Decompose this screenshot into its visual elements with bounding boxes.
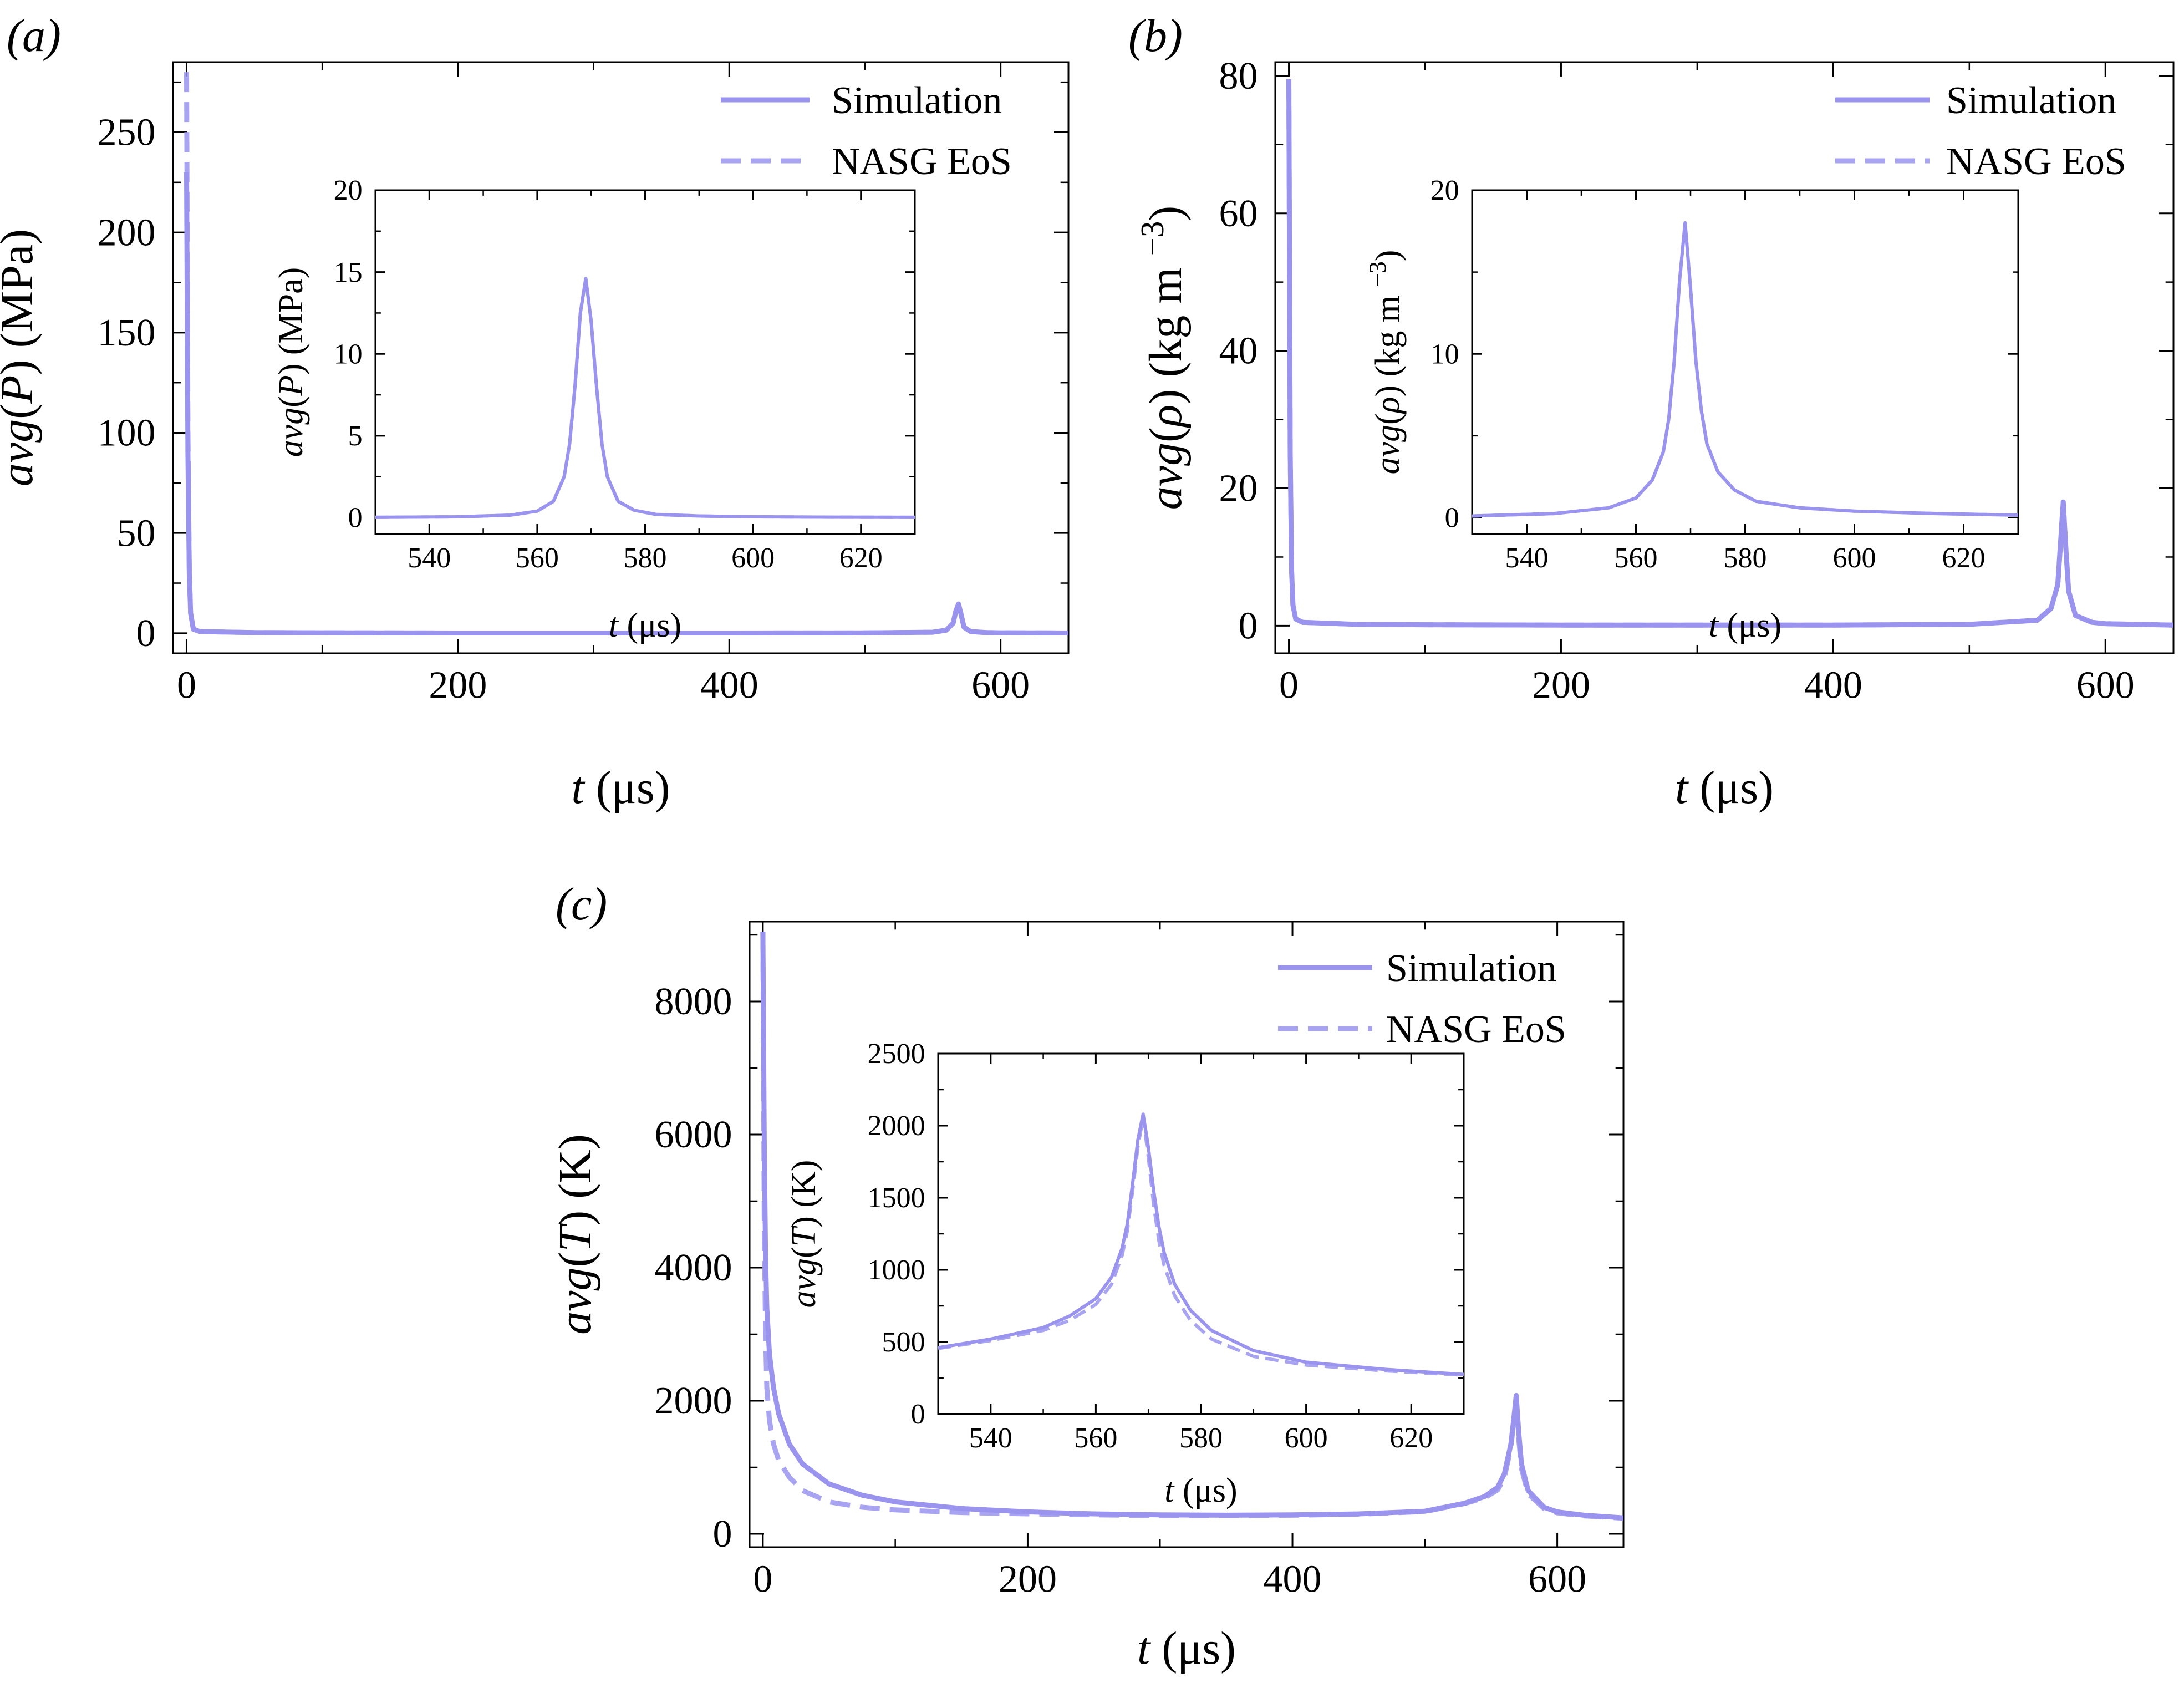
inset-c-series-nasg-line (938, 1115, 1464, 1377)
inset-ytick-label: 0 (1445, 502, 1459, 534)
main-xtick-label: 0 (1279, 664, 1299, 707)
main-ytick-label: 0 (1239, 605, 1258, 648)
main-ytick-label: 20 (1219, 467, 1258, 510)
legend-label: NASG EoS (1946, 140, 2126, 183)
main-y-axis-label: avg(T) (K) (549, 1134, 601, 1335)
main-ytick-label: 6000 (655, 1113, 732, 1156)
main-xtick-label: 0 (177, 664, 196, 707)
inset-xtick-label: 540 (1505, 542, 1549, 574)
inset-xtick-label: 540 (408, 542, 451, 574)
legend-label: NASG EoS (832, 140, 1012, 183)
legend-label: Simulation (1946, 79, 2116, 122)
main-xtick-label: 400 (1264, 1558, 1322, 1601)
main-ytick-label: 2000 (655, 1380, 732, 1422)
inset-xtick-label: 600 (731, 542, 775, 574)
inset-ytick-label: 2000 (868, 1110, 925, 1142)
inset-ytick-label: 15 (334, 257, 363, 288)
main-a-series-nasg-line (184, 72, 1068, 635)
inset-xtick-label: 560 (1074, 1422, 1117, 1454)
panel-label: (a) (7, 10, 61, 62)
panel-label: (b) (1128, 10, 1183, 62)
main-ytick-label: 0 (713, 1513, 732, 1555)
inset-x-axis-label: t (μs) (1164, 1472, 1237, 1509)
legend-label: NASG EoS (1386, 1008, 1566, 1051)
main-ytick-label: 40 (1219, 330, 1258, 373)
main-b-series-nasg-line (1286, 79, 2173, 628)
inset-background (938, 1054, 1464, 1414)
inset-ytick-label: 1000 (868, 1254, 925, 1286)
inset-xtick-label: 540 (969, 1422, 1012, 1454)
inset-xtick-label: 560 (1615, 542, 1658, 574)
main-ytick-label: 4000 (655, 1247, 732, 1289)
main-xtick-label: 600 (1528, 1558, 1586, 1601)
inset-xtick-label: 580 (1724, 542, 1767, 574)
main-xtick-label: 200 (429, 664, 487, 707)
inset-ytick-label: 0 (911, 1399, 925, 1430)
panel-label: (c) (556, 878, 607, 930)
inset-ytick-label: 10 (1430, 338, 1459, 370)
main-ytick-label: 200 (98, 211, 156, 254)
main-xtick-label: 600 (2076, 664, 2135, 707)
main-ytick-label: 150 (98, 312, 156, 354)
inset-b-series-nasg-line (1472, 221, 2018, 518)
inset-xtick-label: 620 (839, 542, 883, 574)
main-frame (749, 921, 1625, 1548)
main-y-axis-label: avg(ρ) (kg m −3) (1134, 206, 1192, 510)
main-ytick-label: 100 (98, 412, 156, 455)
main-xtick-label: 200 (999, 1558, 1057, 1601)
main-ytick-label: 50 (117, 512, 156, 555)
legend-label: Simulation (832, 79, 1002, 122)
inset-background (1472, 190, 2018, 534)
inset-y-axis-label: avg(T) (K) (785, 1160, 823, 1308)
inset-c-series-simulation-line (938, 1112, 1464, 1376)
inset-xtick-label: 580 (1179, 1422, 1223, 1454)
main-x-axis-label: t (μs) (1675, 762, 1774, 813)
inset-ytick-label: 20 (334, 175, 363, 206)
main-x-axis-label: t (μs) (1137, 1623, 1236, 1674)
main-frame (1274, 61, 2175, 654)
main-xtick-label: 0 (753, 1558, 772, 1601)
inset-background (375, 190, 915, 534)
inset-ytick-label: 2500 (868, 1038, 925, 1070)
main-xtick-label: 400 (1804, 664, 1862, 707)
inset-ytick-label: 20 (1430, 175, 1459, 206)
inset-ytick-label: 5 (348, 420, 363, 452)
inset-xtick-label: 600 (1833, 542, 1876, 574)
inset-ytick-label: 0 (348, 502, 363, 534)
main-ytick-label: 60 (1219, 192, 1258, 235)
inset-xtick-label: 600 (1285, 1422, 1328, 1454)
inset-x-axis-label: t (μs) (1709, 607, 1781, 644)
inset-xtick-label: 560 (516, 542, 559, 574)
main-xtick-label: 400 (700, 664, 758, 707)
main-xtick-label: 200 (1532, 664, 1590, 707)
main-c-series-nasg-line (760, 931, 1623, 1521)
main-frame (172, 61, 1070, 654)
main-ytick-label: 250 (98, 111, 156, 154)
main-xtick-label: 600 (971, 664, 1030, 707)
inset-ytick-label: 1500 (868, 1182, 925, 1214)
inset-y-axis-label: avg(P) (MPa) (272, 267, 310, 457)
main-ytick-label: 80 (1219, 55, 1258, 98)
main-y-axis-label: avg(P) (MPa) (0, 229, 43, 486)
inset-xtick-label: 620 (1389, 1422, 1433, 1454)
inset-xtick-label: 620 (1942, 542, 1986, 574)
main-ytick-label: 0 (136, 612, 156, 655)
inset-ytick-label: 500 (882, 1326, 925, 1358)
main-x-axis-label: t (μs) (571, 762, 670, 813)
main-ytick-label: 8000 (655, 980, 732, 1023)
inset-ytick-label: 10 (334, 338, 363, 370)
inset-a-series-nasg-line (375, 277, 915, 519)
inset-xtick-label: 580 (624, 542, 667, 574)
legend-label: Simulation (1386, 947, 1556, 990)
inset-y-axis-label: avg(ρ) (kg m −3) (1365, 250, 1407, 475)
inset-x-axis-label: t (μs) (609, 607, 681, 644)
